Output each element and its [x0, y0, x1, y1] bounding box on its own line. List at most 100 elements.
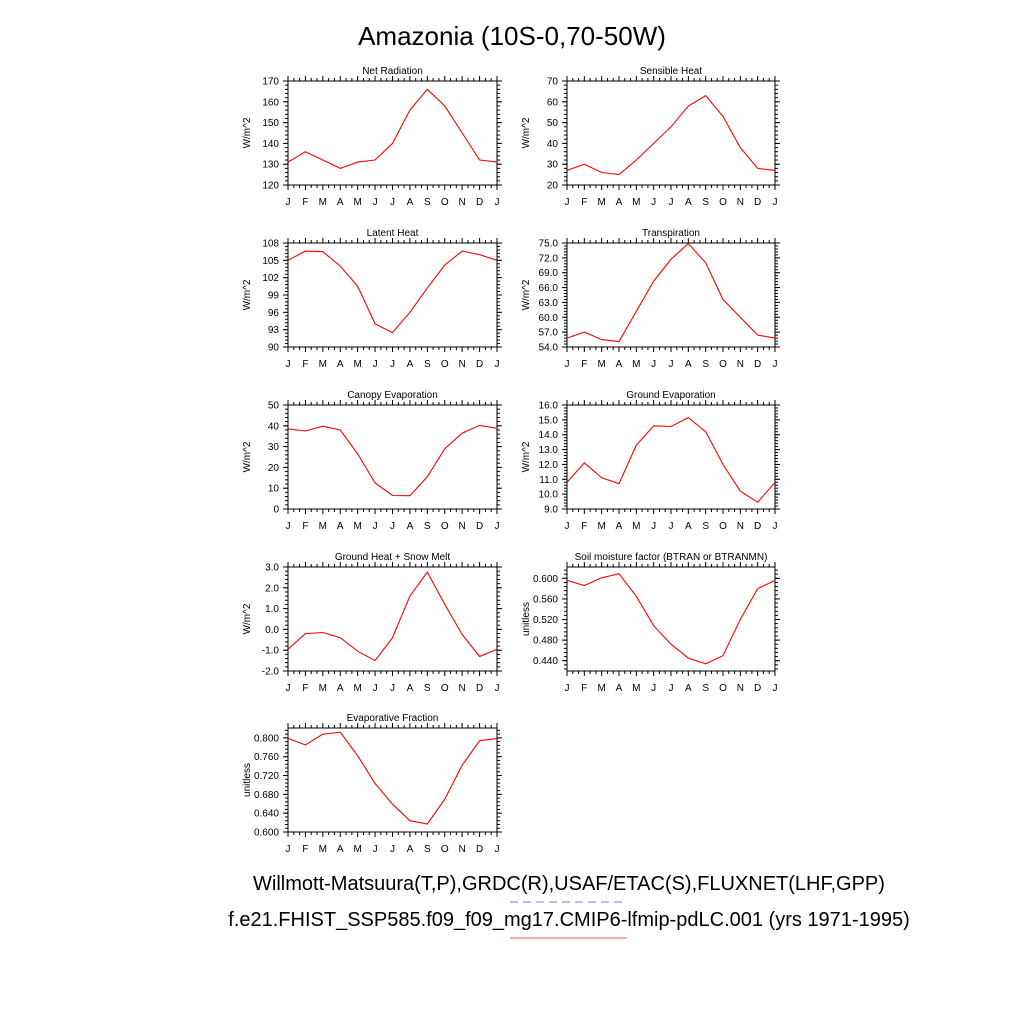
- ground-evaporation-ylabel: W/m^2: [521, 441, 532, 472]
- transpiration-ylabel: W/m^2: [521, 279, 532, 310]
- transpiration-ytick-label: 54.0: [539, 343, 559, 354]
- latent-heat-ytick-label: 105: [262, 256, 279, 267]
- net-radiation-ytick-label: 140: [262, 139, 279, 150]
- transpiration-ytick-label: 75.0: [539, 239, 559, 250]
- transpiration-xtick-label: D: [754, 359, 761, 370]
- net-radiation-ytick-label: 170: [262, 77, 279, 88]
- sensible-heat-xtick-label: J: [669, 197, 674, 208]
- soil-moisture-factor-btran-or-btranmn-xtick-label: A: [685, 683, 692, 694]
- transpiration-ytick-label: 69.0: [539, 268, 559, 279]
- evaporative-fraction-xtick-label: F: [302, 844, 308, 855]
- evaporative-fraction-ytick-label: 0.720: [254, 771, 279, 782]
- latent-heat-ytick-label: 90: [268, 343, 280, 354]
- soil-moisture-factor-btran-or-btranmn-panel: Soil moisture factor (BTRAN or BTRANMN) J…: [521, 552, 780, 694]
- canopy-evaporation-title: Canopy Evaporation: [347, 390, 438, 401]
- latent-heat-model-series-line: [287, 250, 498, 334]
- transpiration-ytick-label: 60.0: [539, 313, 559, 324]
- ground-evaporation-xtick-label: A: [685, 521, 692, 532]
- canopy-evaporation-xtick-label: A: [337, 521, 344, 532]
- transpiration-xtick-label: F: [581, 359, 587, 370]
- canopy-evaporation-xtick-label: M: [319, 521, 327, 532]
- soil-moisture-factor-btran-or-btranmn-xtick-label: N: [737, 683, 744, 694]
- ground-evaporation-xtick-label: A: [616, 521, 623, 532]
- ground-heat-snow-melt-xtick-label: O: [441, 683, 449, 694]
- ground-heat-snow-melt-xtick-label: F: [302, 683, 308, 694]
- evaporative-fraction-model-series-line: [287, 731, 498, 825]
- net-radiation-xtick-label: M: [319, 197, 327, 208]
- latent-heat-ytick-label: 96: [268, 308, 280, 319]
- soil-moisture-factor-btran-or-btranmn-frame: [566, 566, 776, 672]
- canopy-evaporation-xtick-label: J: [373, 521, 378, 532]
- net-radiation-xtick-label: O: [441, 197, 449, 208]
- soil-moisture-factor-btran-or-btranmn-ytick-label: 0.440: [533, 656, 558, 667]
- ground-evaporation-xtick-label: J: [651, 521, 656, 532]
- transpiration-title: Transpiration: [642, 228, 700, 239]
- sensible-heat-frame: [566, 80, 776, 186]
- latent-heat-xtick-label: F: [302, 359, 308, 370]
- sensible-heat-ytick-label: 50: [547, 118, 559, 129]
- sensible-heat-ytick-label: 60: [547, 97, 559, 108]
- soil-moisture-factor-btran-or-btranmn-xtick-label: D: [754, 683, 761, 694]
- sensible-heat-xtick-label: J: [651, 197, 656, 208]
- sensible-heat-ylabel: W/m^2: [521, 117, 532, 148]
- canopy-evaporation-ytick-label: 20: [268, 463, 280, 474]
- latent-heat-ytick-label: 99: [268, 291, 280, 302]
- transpiration-xtick-label: O: [719, 359, 727, 370]
- net-radiation-xtick-label: A: [337, 197, 344, 208]
- evaporative-fraction-ytick-label: 0.600: [254, 828, 279, 839]
- evaporative-fraction-ylabel: unitless: [242, 763, 253, 797]
- ground-heat-snow-melt-ylabel: W/m^2: [242, 603, 253, 634]
- canopy-evaporation-xtick-label: S: [424, 521, 431, 532]
- ground-evaporation-ytick-label: 9.0: [544, 505, 558, 516]
- soil-moisture-factor-btran-or-btranmn-xtick-label: J: [669, 683, 674, 694]
- net-radiation-ylabel: W/m^2: [242, 117, 253, 148]
- transpiration-ytick-label: 57.0: [539, 328, 559, 339]
- latent-heat-xtick-label: A: [337, 359, 344, 370]
- canopy-evaporation-ytick-label: 50: [268, 401, 280, 412]
- ground-heat-snow-melt-ytick-label: -1.0: [262, 646, 280, 657]
- ground-heat-snow-melt-xtick-label: A: [407, 683, 414, 694]
- net-radiation-xtick-label: J: [390, 197, 395, 208]
- sensible-heat-xtick-label: D: [754, 197, 761, 208]
- sensible-heat-xtick-label: N: [737, 197, 744, 208]
- soil-moisture-factor-btran-or-btranmn-ylabel: unitless: [521, 602, 532, 636]
- ground-evaporation-xtick-label: M: [632, 521, 640, 532]
- sensible-heat-ytick-label: 30: [547, 160, 559, 171]
- soil-moisture-factor-btran-or-btranmn-model-series-line: [566, 573, 776, 665]
- ground-evaporation-ytick-label: 10.0: [539, 490, 559, 501]
- transpiration-xtick-label: A: [616, 359, 623, 370]
- ground-heat-snow-melt-title: Ground Heat + Snow Melt: [335, 552, 451, 563]
- evaporative-fraction-xtick-label: N: [459, 844, 466, 855]
- ground-evaporation-xtick-label: O: [719, 521, 727, 532]
- net-radiation-frame: [287, 80, 498, 186]
- evaporative-fraction-xtick-label: A: [407, 844, 414, 855]
- soil-moisture-factor-btran-or-btranmn-ytick-label: 0.600: [533, 574, 558, 585]
- evaporative-fraction-frame: [287, 727, 498, 833]
- evaporative-fraction-title: Evaporative Fraction: [347, 713, 439, 724]
- ground-heat-snow-melt-xtick-label: M: [353, 683, 361, 694]
- ground-evaporation-xtick-label: F: [581, 521, 587, 532]
- net-radiation-ytick-label: 160: [262, 97, 279, 108]
- sensible-heat-model-series-line: [566, 94, 776, 176]
- transpiration-ytick-label: 72.0: [539, 253, 559, 264]
- latent-heat-xtick-label: D: [476, 359, 483, 370]
- ground-evaporation-xtick-label: S: [702, 521, 709, 532]
- sensible-heat-title: Sensible Heat: [640, 66, 702, 77]
- ground-heat-snow-melt-ytick-label: 1.0: [265, 604, 279, 615]
- sensible-heat-xtick-label: M: [597, 197, 605, 208]
- latent-heat-xtick-label: J: [286, 359, 291, 370]
- net-radiation-ytick-label: 130: [262, 160, 279, 171]
- ground-evaporation-xtick-label: M: [597, 521, 605, 532]
- ground-heat-snow-melt-xtick-label: D: [476, 683, 483, 694]
- canopy-evaporation-model-series-line: [287, 424, 498, 497]
- soil-moisture-factor-btran-or-btranmn-xtick-label: J: [565, 683, 570, 694]
- evaporative-fraction-xtick-label: O: [441, 844, 449, 855]
- sensible-heat-xtick-label: M: [632, 197, 640, 208]
- net-radiation-xtick-label: N: [459, 197, 466, 208]
